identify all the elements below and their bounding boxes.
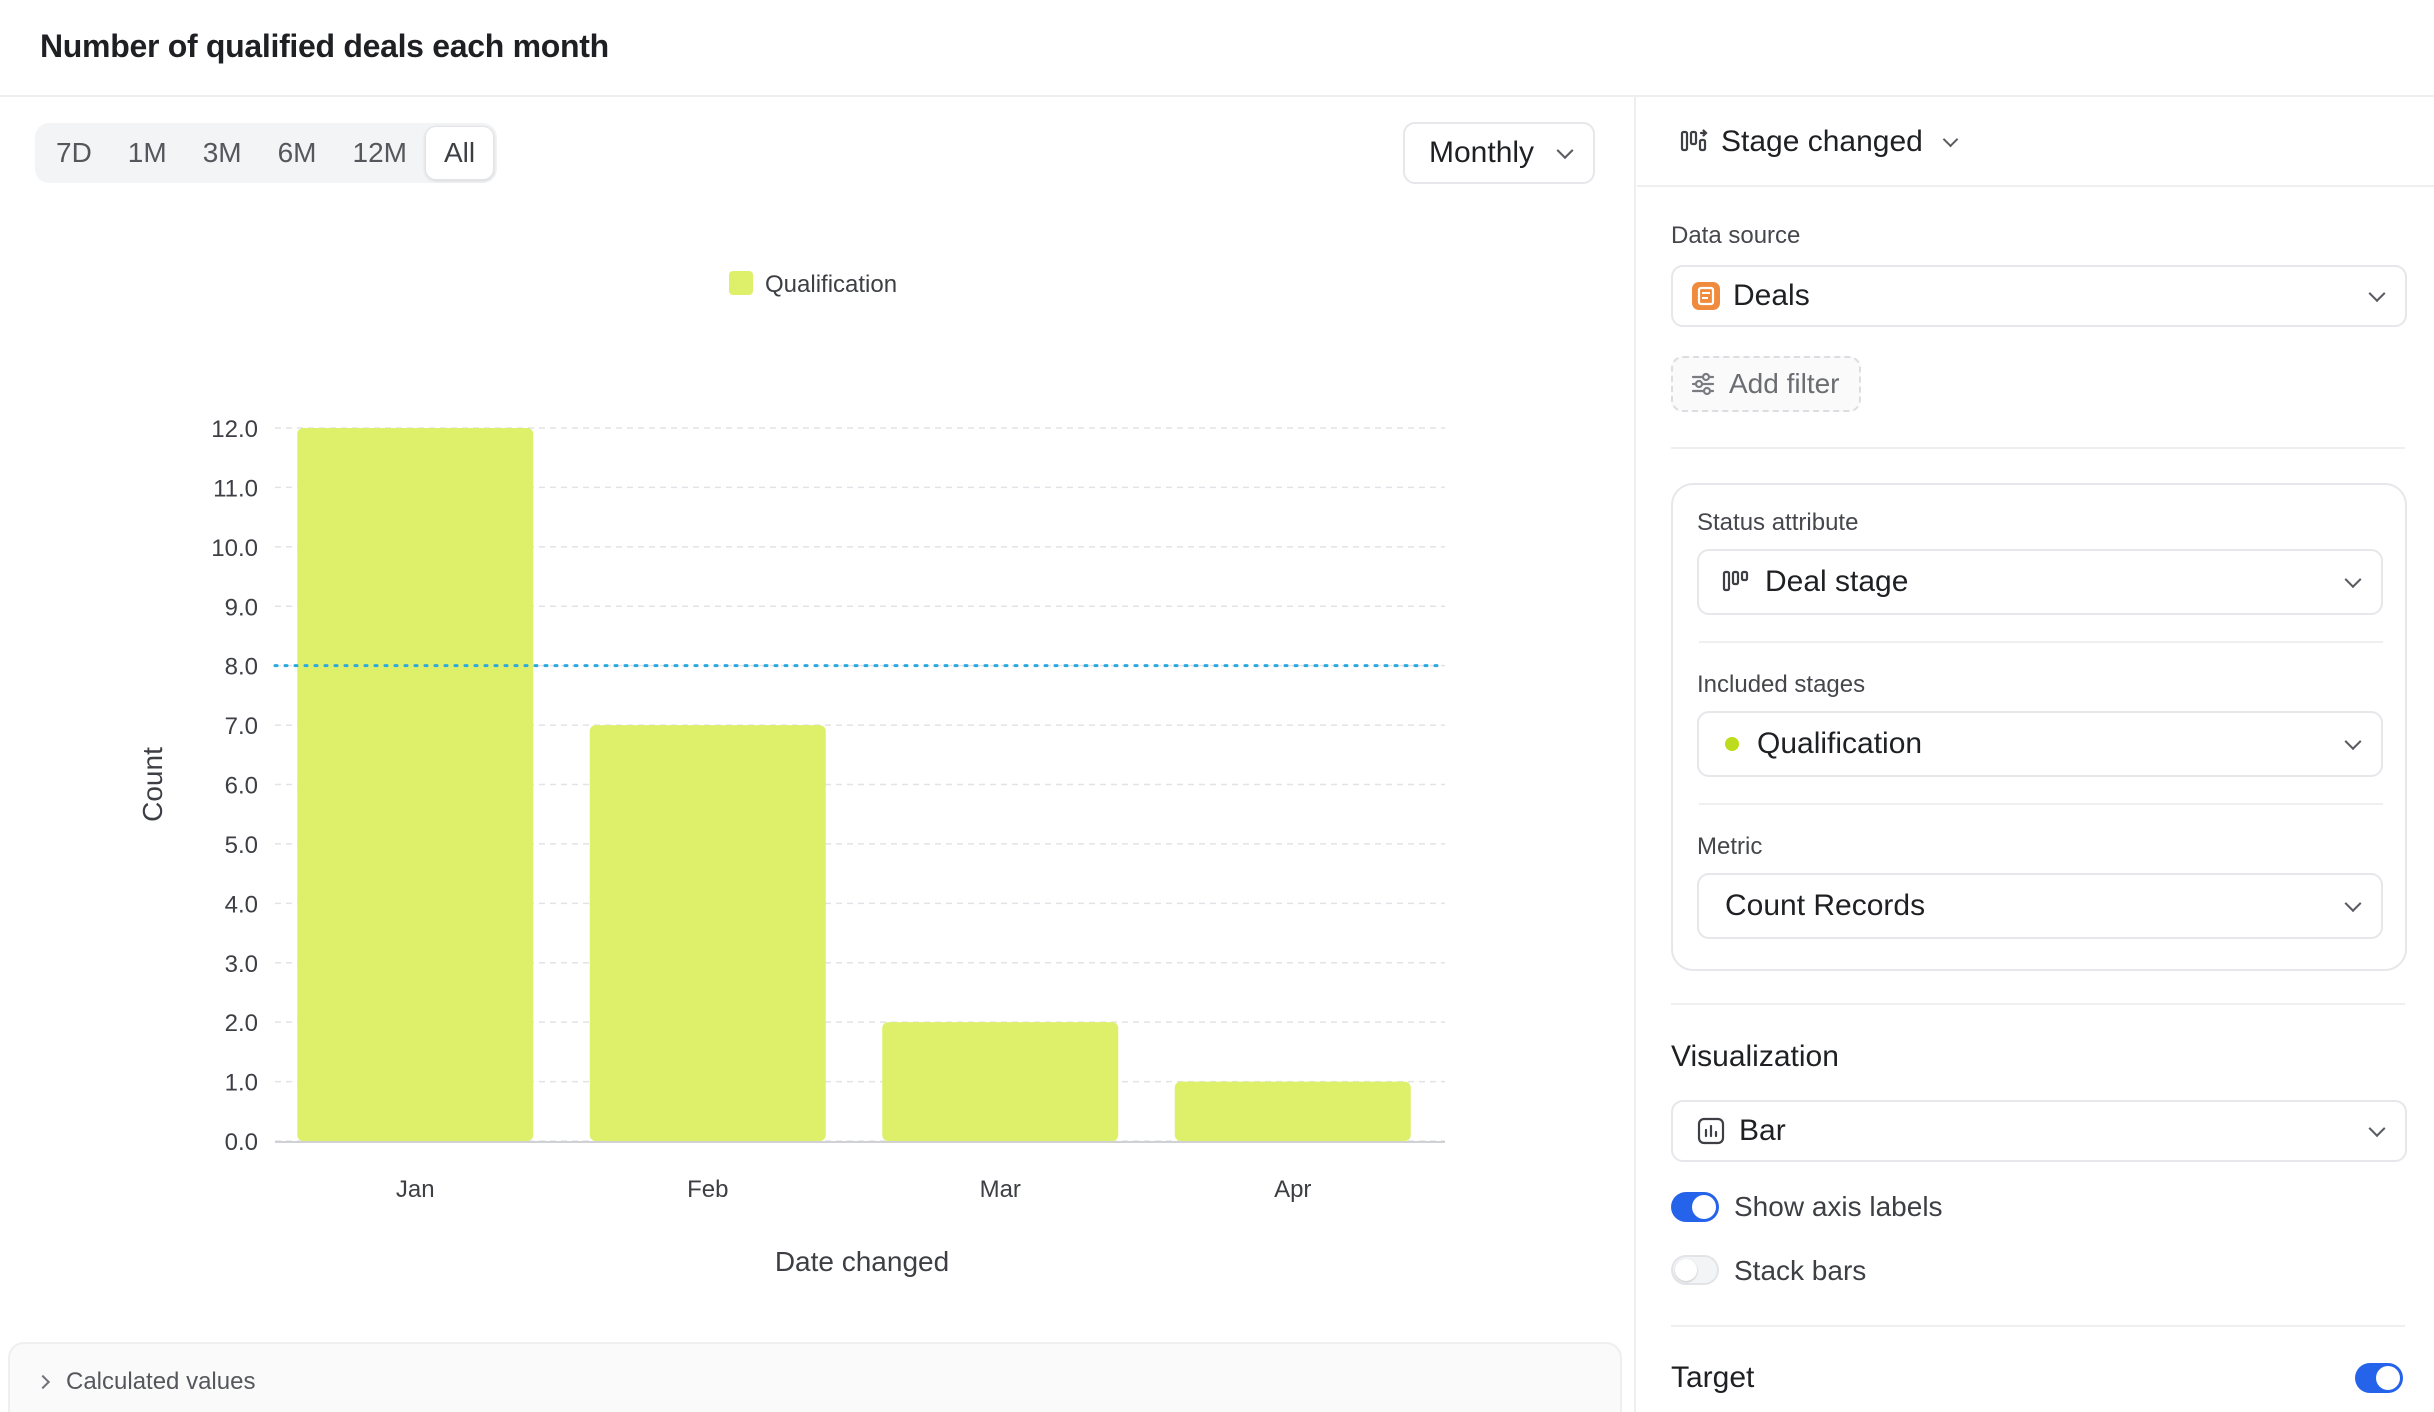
data-source-label: Data source <box>1671 222 1801 249</box>
settings-sidebar: Stage changed Data source Deals Add filt… <box>1637 97 2434 1412</box>
deals-icon <box>1692 282 1720 310</box>
add-filter-button[interactable]: Add filter <box>1671 356 1861 412</box>
chevron-down-icon <box>2344 895 2362 913</box>
x-tick-label: Mar <box>980 1176 1021 1203</box>
chevron-down-icon <box>2344 571 2362 589</box>
stage-changed-icon <box>1680 129 1708 152</box>
status-attribute-select[interactable]: Deal stage <box>1697 549 2383 615</box>
status-dot-icon <box>1725 737 1739 751</box>
y-tick-label: 4.0 <box>225 891 258 918</box>
filter-icon <box>1691 372 1715 396</box>
show-axis-labels-toggle[interactable] <box>1671 1192 1719 1222</box>
y-tick-label: 1.0 <box>225 1070 258 1097</box>
report-type-label: Stage changed <box>1721 125 1923 158</box>
metric-value: Count Records <box>1725 889 1926 922</box>
metric-label: Metric <box>1697 833 1763 860</box>
bar-jan <box>297 428 534 1141</box>
y-tick-label: 7.0 <box>225 713 258 740</box>
divider <box>1699 641 2383 643</box>
y-tick-label: 0.0 <box>225 1129 258 1156</box>
range-3m-button[interactable]: 3M <box>202 137 242 168</box>
range-12m-button[interactable]: 12M <box>352 137 407 168</box>
add-filter-label: Add filter <box>1729 368 1840 399</box>
x-tick-label: Apr <box>1274 1176 1311 1203</box>
y-tick-label: 2.0 <box>225 1010 258 1037</box>
x-tick-label: Jan <box>396 1176 435 1203</box>
range-all-button[interactable]: All <box>424 126 495 180</box>
chevron-down-icon <box>2344 733 2362 751</box>
report-type-dropdown[interactable]: Stage changed <box>1679 119 1959 165</box>
legend-label: Qualification <box>765 271 897 298</box>
bar-feb <box>589 725 826 1141</box>
x-tick-label: Feb <box>687 1176 728 1203</box>
range-1m-button[interactable]: 1M <box>127 137 167 168</box>
report-type-row: Stage changed <box>1637 97 2434 187</box>
visualization-select[interactable]: Bar <box>1671 1100 2407 1162</box>
legend-swatch <box>729 271 753 295</box>
status-attribute-value: Deal stage <box>1765 565 1909 598</box>
calculated-values-label: Calculated values <box>66 1368 256 1395</box>
granularity-select[interactable]: Monthly <box>1403 122 1595 184</box>
time-range-selector: 7D 1M 3M 6M 12M All <box>35 123 498 183</box>
x-axis-label: Date changed <box>775 1246 949 1277</box>
target-heading: Target <box>1671 1361 1755 1394</box>
data-source-select[interactable]: Deals <box>1671 265 2407 327</box>
bar-chart: 0.0 1.0 2.0 3.0 4.0 5.0 6.0 7.0 8.0 9.0 10.0 11.0 12… <box>137 271 1447 1277</box>
bar-apr <box>1174 1081 1411 1141</box>
y-tick-label: 10.0 <box>211 535 258 562</box>
granularity-value: Monthly <box>1429 136 1535 169</box>
stack-bars-label: Stack bars <box>1734 1255 1867 1286</box>
calculated-values-toggle[interactable]: Calculated values <box>8 1342 1622 1412</box>
y-tick-label: 11.0 <box>213 475 258 502</box>
y-tick-label: 12.0 <box>211 416 258 443</box>
included-stages-value: Qualification <box>1757 727 1923 760</box>
y-axis-label: Count <box>137 747 168 822</box>
chevron-down-icon <box>2368 285 2386 303</box>
divider <box>1671 1325 2405 1327</box>
page-header: Number of qualified deals each month <box>0 0 2434 97</box>
chevron-down-icon <box>1942 131 1959 147</box>
status-settings-card: Status attribute Deal stage Included sta… <box>1671 483 2407 971</box>
data-source-value: Deals <box>1733 279 1810 312</box>
y-tick-label: 3.0 <box>225 951 258 978</box>
divider <box>1671 1003 2405 1005</box>
y-tick-label: 5.0 <box>225 832 258 859</box>
included-stages-label: Included stages <box>1697 671 1866 698</box>
chevron-right-icon <box>35 1374 51 1390</box>
y-tick-label: 6.0 <box>225 773 258 800</box>
stage-icon <box>1722 570 1749 592</box>
stack-bars-toggle[interactable] <box>1671 1255 1719 1285</box>
range-6m-button[interactable]: 6M <box>277 137 317 168</box>
page-title: Number of qualified deals each month <box>40 28 609 64</box>
status-attribute-label: Status attribute <box>1697 509 1859 536</box>
show-axis-labels-label: Show axis labels <box>1734 1191 1943 1222</box>
range-7d-button[interactable]: 7D <box>56 137 92 168</box>
visualization-heading: Visualization <box>1671 1040 1839 1073</box>
chart-panel: 7D 1M 3M 6M 12M All Monthly 0.0 1.0 2.0 3.0… <box>0 97 1636 1412</box>
visualization-value: Bar <box>1739 1114 1786 1147</box>
included-stages-select[interactable]: Qualification <box>1697 711 2383 777</box>
y-tick-label: 8.0 <box>225 654 258 681</box>
divider <box>1671 447 2405 449</box>
divider <box>1699 803 2383 805</box>
chevron-down-icon <box>2368 1120 2386 1138</box>
y-tick-label: 9.0 <box>225 594 258 621</box>
metric-select[interactable]: Count Records <box>1697 873 2383 939</box>
bar-chart-icon <box>1697 1117 1725 1145</box>
bar-mar <box>882 1022 1119 1141</box>
target-toggle[interactable] <box>2355 1363 2403 1393</box>
